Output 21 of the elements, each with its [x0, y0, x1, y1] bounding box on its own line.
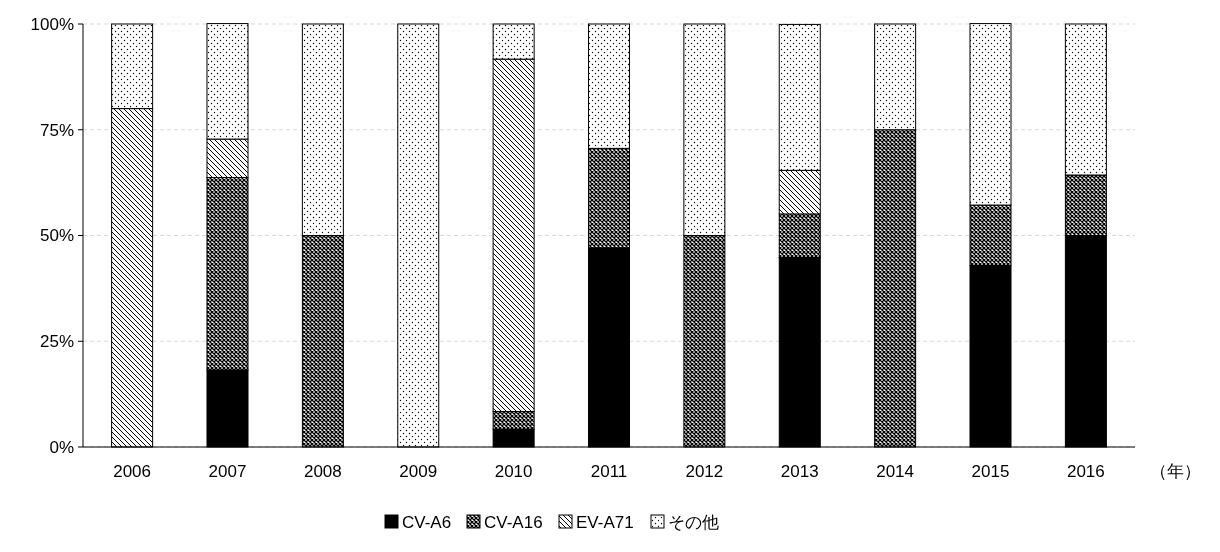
x-tick-label: 2013	[780, 462, 819, 481]
x-tick-label: 2010	[494, 462, 533, 481]
legend-label: CV-A6	[402, 512, 452, 532]
x-axis-title: （年）	[1149, 462, 1201, 481]
x-tick-label: 2006	[113, 462, 152, 481]
y-tick-label: 75%	[39, 120, 74, 140]
y-tick-label: 50%	[39, 226, 74, 246]
legend-label: EV-A71	[576, 512, 634, 532]
x-tick-label: 2009	[399, 462, 438, 481]
y-tick-label: 25%	[39, 332, 74, 352]
x-tick-label: 2014	[876, 462, 915, 481]
y-tick-label: 100%	[30, 14, 74, 34]
legend-label: その他	[668, 512, 719, 532]
x-tick-label: 2015	[971, 462, 1010, 481]
x-tick-label: 2012	[685, 462, 724, 481]
x-tick-label: 2011	[590, 462, 628, 481]
legend-label: CV-A16	[484, 512, 543, 532]
y-tick-label: 0%	[49, 437, 74, 457]
x-tick-label: 2008	[303, 462, 342, 481]
x-tick-label: 2007	[208, 462, 247, 481]
x-tick-label: 2016	[1066, 462, 1105, 481]
